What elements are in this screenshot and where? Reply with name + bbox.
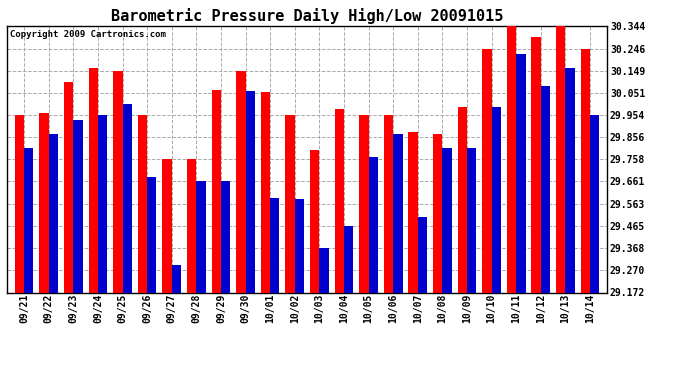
Bar	[212, 90, 221, 292]
Bar	[73, 120, 83, 292]
Bar	[433, 134, 442, 292]
Bar	[24, 148, 34, 292]
Bar	[590, 115, 600, 292]
Bar	[295, 199, 304, 292]
Bar	[491, 106, 501, 292]
Bar	[138, 115, 147, 292]
Bar	[482, 48, 491, 292]
Bar	[507, 26, 516, 292]
Bar	[123, 104, 132, 292]
Bar	[393, 134, 402, 292]
Bar	[531, 38, 541, 292]
Bar	[286, 115, 295, 292]
Bar	[172, 264, 181, 292]
Bar	[246, 91, 255, 292]
Bar	[187, 159, 197, 292]
Title: Barometric Pressure Daily High/Low 20091015: Barometric Pressure Daily High/Low 20091…	[111, 8, 503, 24]
Bar	[384, 115, 393, 292]
Bar	[221, 182, 230, 292]
Bar	[580, 48, 590, 292]
Bar	[236, 70, 246, 292]
Bar	[197, 182, 206, 292]
Bar	[359, 115, 368, 292]
Bar	[408, 132, 417, 292]
Bar	[368, 157, 378, 292]
Bar	[565, 68, 575, 292]
Bar	[467, 148, 476, 292]
Bar	[319, 248, 328, 292]
Bar	[39, 113, 49, 292]
Bar	[270, 198, 279, 292]
Bar	[442, 148, 452, 292]
Bar	[556, 26, 565, 292]
Bar	[310, 150, 319, 292]
Bar	[147, 177, 157, 292]
Bar	[516, 54, 526, 292]
Bar	[98, 115, 107, 292]
Bar	[113, 70, 123, 292]
Bar	[457, 106, 467, 292]
Bar	[14, 115, 24, 292]
Bar	[344, 226, 353, 292]
Bar	[261, 92, 270, 292]
Bar	[335, 109, 344, 292]
Bar	[49, 134, 58, 292]
Bar	[417, 217, 427, 292]
Bar	[541, 86, 550, 292]
Bar	[64, 82, 73, 292]
Bar	[88, 68, 98, 292]
Bar	[162, 159, 172, 292]
Text: Copyright 2009 Cartronics.com: Copyright 2009 Cartronics.com	[10, 30, 166, 39]
